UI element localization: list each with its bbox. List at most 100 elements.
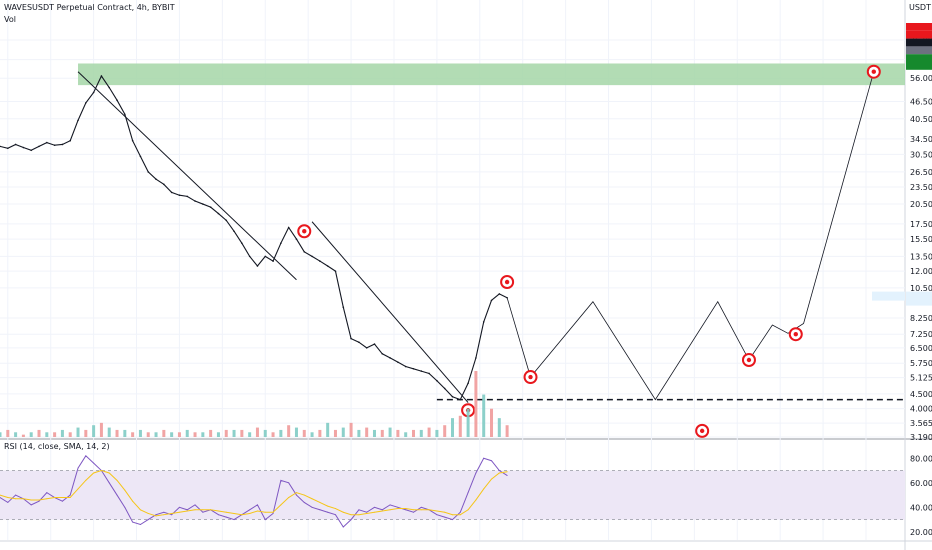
price-point: [412, 367, 415, 370]
rsi-sma-point: [171, 512, 173, 514]
rsi-sma-point: [46, 498, 48, 500]
price-point: [451, 395, 454, 398]
volume-bar: [505, 425, 509, 437]
rsi-point: [85, 455, 87, 457]
volume-bar: [474, 371, 478, 437]
price-tag: [906, 62, 932, 70]
price-pane: [0, 63, 906, 438]
price-point: [202, 203, 204, 205]
price-tag: [906, 46, 932, 55]
rsi-point: [373, 506, 375, 508]
volume-bar: [271, 432, 275, 437]
rsi-sma-point: [319, 501, 321, 503]
annotation-marker-dot: [871, 69, 876, 74]
rsi-tick-label: 20.00: [910, 528, 932, 537]
rsi-sma-point: [389, 509, 391, 511]
rsi-point: [412, 511, 414, 513]
price-tag: [906, 23, 932, 31]
price-point: [459, 398, 462, 401]
rsi-sma-point: [483, 488, 485, 490]
volume-bar: [404, 432, 408, 437]
rsi-point: [38, 500, 40, 502]
rsi-point: [178, 506, 180, 508]
volume-bar: [341, 427, 345, 437]
price-point: [256, 265, 259, 267]
volume-bar: [357, 429, 361, 437]
rsi-sma-point: [116, 479, 118, 481]
volume-bar: [185, 429, 189, 437]
rsi-sma-point: [15, 498, 17, 500]
rsi-sma-point: [202, 509, 204, 511]
rsi-sma-point: [467, 509, 469, 511]
rsi-sma-point: [452, 514, 453, 516]
rsi-sma-point: [100, 470, 102, 472]
annotation-marker-dot: [302, 229, 307, 234]
volume-bar: [154, 432, 158, 437]
rsi-sma-point: [38, 499, 40, 501]
rsi-sma-point: [186, 510, 188, 512]
price-point: [303, 251, 306, 253]
rsi-point: [475, 472, 477, 474]
price-tag: [906, 54, 932, 62]
price-point: [46, 141, 48, 144]
rsi-sma-point: [77, 488, 79, 490]
price-tick-label: 30.500: [910, 150, 932, 159]
volume-bar: [107, 427, 111, 437]
price-point: [475, 357, 477, 359]
volume-bar: [372, 429, 376, 437]
volume-bar: [240, 429, 244, 437]
price-point: [490, 299, 493, 302]
volume-bar: [201, 432, 205, 437]
price-point: [326, 265, 329, 267]
rsi-point: [311, 506, 313, 508]
rsi-point: [288, 482, 290, 484]
price-tick-label: 23.500: [910, 183, 932, 192]
volume-bar: [279, 429, 283, 437]
price-point: [217, 212, 220, 215]
rsi-point: [498, 470, 500, 472]
rsi-point: [233, 519, 235, 521]
last-price-symbol-box: [872, 291, 905, 301]
rsi-point: [171, 514, 173, 516]
price-tick-label: 56.000: [910, 74, 932, 83]
price-point: [264, 255, 267, 258]
volume-bar: [146, 432, 150, 437]
rsi-sma-point: [420, 509, 422, 511]
rsi-sma-point: [139, 509, 141, 511]
rsi-point: [256, 504, 258, 506]
rsi-sma-point: [132, 500, 134, 502]
rsi-sma-point: [85, 479, 87, 481]
volume-bar: [287, 425, 291, 437]
rsi-point: [124, 506, 126, 508]
volume-bar: [411, 429, 415, 437]
rsi-point: [483, 457, 485, 459]
rsi-sma-point: [155, 515, 157, 517]
rsi-sma-point: [194, 509, 196, 511]
price-tick-label: 3.565: [910, 419, 932, 428]
rsi-sma-point: [7, 497, 9, 499]
rsi-sma-point: [30, 499, 32, 501]
rsi-point: [491, 460, 493, 462]
price-point: [467, 382, 469, 385]
price-point: [124, 113, 126, 116]
volume-bar: [427, 427, 431, 437]
price-point: [186, 195, 189, 198]
rsi-point: [397, 506, 399, 508]
rsi-point: [15, 494, 17, 496]
rsi-point: [319, 509, 321, 511]
rsi-point: [217, 514, 219, 516]
price-point: [108, 86, 111, 89]
volume-bar: [177, 432, 181, 437]
volume-bar: [6, 429, 10, 437]
volume-bar: [224, 429, 228, 437]
rsi-point: [61, 500, 63, 502]
symbol-title: WAVESUSDT Perpetual Contract, 4h, BYBIT: [4, 3, 175, 12]
price-point: [85, 102, 87, 104]
price-point: [350, 337, 352, 340]
rsi-sma-point: [428, 509, 430, 511]
volume-bar: [451, 418, 454, 437]
rsi-sma-point: [459, 514, 461, 516]
rsi-point: [30, 504, 32, 506]
